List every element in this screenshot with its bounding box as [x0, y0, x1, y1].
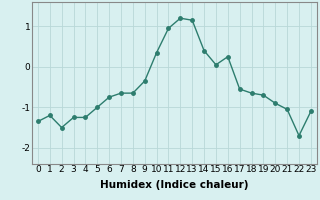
X-axis label: Humidex (Indice chaleur): Humidex (Indice chaleur) [100, 180, 249, 190]
